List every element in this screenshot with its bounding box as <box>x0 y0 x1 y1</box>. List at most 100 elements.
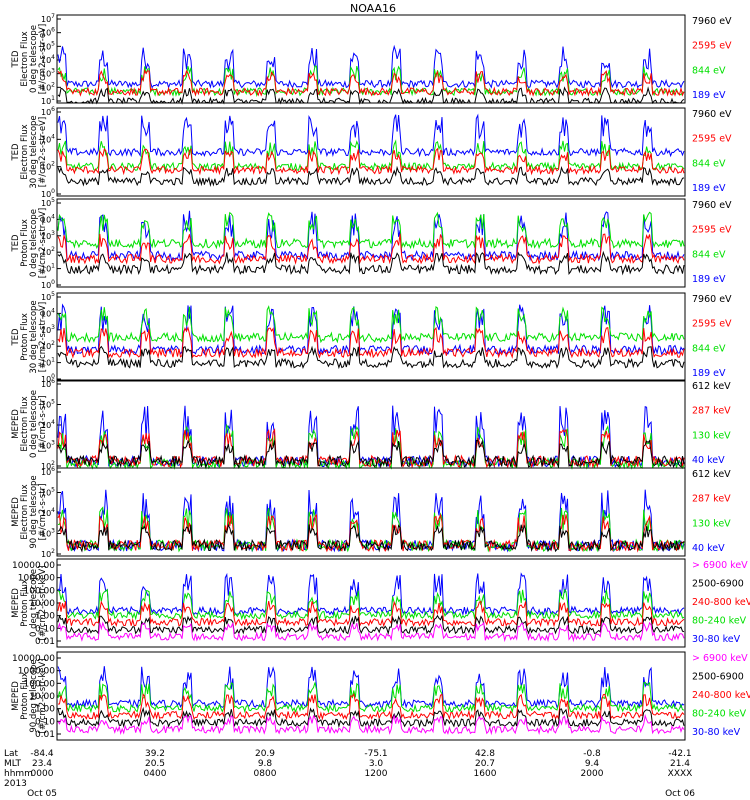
y-tick-label: 104 <box>41 133 55 144</box>
legend-entry: 287 keV <box>692 494 731 505</box>
legend-entry: 240-800 keV <box>692 597 750 608</box>
y-tick-label: 106 <box>41 27 55 38</box>
series-line-7960-ev <box>57 250 685 276</box>
x-tick-mlt: 21.4 <box>670 759 690 769</box>
y-tick-label: 102 <box>41 460 55 471</box>
series-line-240-800-kev <box>57 600 685 628</box>
x-tick-mlt: 23.4 <box>32 759 52 769</box>
panel-frame <box>56 292 686 382</box>
series-line-189-ev <box>57 113 685 158</box>
legend-entry: 844 eV <box>692 343 726 354</box>
y-tick-label: 100 <box>41 188 55 199</box>
y-axis-label: Electron Flux <box>20 31 30 86</box>
x-tick-mlt: 3.0 <box>369 759 384 769</box>
x-tick-lat: -75.1 <box>364 749 387 759</box>
series-line-2595-ev <box>57 68 685 98</box>
series-line--6900-kev <box>57 621 685 643</box>
y-tick-label: 105 <box>41 291 55 302</box>
y-tick-label: 10.00 <box>29 692 55 702</box>
legend-entry: 189 eV <box>692 90 726 101</box>
x-tick-lat: 42.8 <box>475 749 495 759</box>
y-tick-label: 105 <box>41 40 55 51</box>
legend-entry: 2500-6900 <box>692 672 744 683</box>
y-tick-label: 100 <box>41 373 55 384</box>
x-tick-hhmm: 1200 <box>365 769 388 779</box>
y-tick-label: 101 <box>41 263 55 274</box>
series-line-80-240-kev <box>57 588 685 621</box>
x-tick-lat: -84.4 <box>30 749 54 759</box>
y-tick-label: 103 <box>41 68 55 79</box>
y-tick-label: 104 <box>41 419 55 430</box>
series-line--6900-kev <box>57 713 685 736</box>
panel-4: 100 101 102 103 104 105 TED Proton Flux 30 deg t… <box>11 291 732 384</box>
x-tick-mlt: 9.8 <box>258 759 273 769</box>
series-line-844-ev <box>57 211 685 250</box>
legend-entry: 30-80 keV <box>692 634 741 645</box>
x-tick-lat: -0.8 <box>583 749 601 759</box>
y-axis-label: TED <box>11 143 21 162</box>
y-axis-label: [#/cm2-s-str] <box>38 484 48 541</box>
y-tick-label: 10000.00 <box>12 654 55 664</box>
y-axis-label: Electron Flux <box>20 396 30 451</box>
y-axis-label: TED <box>11 50 21 69</box>
panel-frame <box>56 467 686 557</box>
x-tick-mlt: 9.4 <box>585 759 600 769</box>
y-tick-label: 1000.00 <box>18 574 55 584</box>
series-line-7960-ev <box>57 165 685 187</box>
panel-frame <box>56 107 686 197</box>
legend-entry: 2595 eV <box>692 134 732 145</box>
x-row-label: MLT <box>4 759 22 769</box>
y-tick-label: 101 <box>41 357 55 368</box>
legend-entry: 844 eV <box>692 249 726 260</box>
legend-entry: 40 keV <box>692 455 725 466</box>
panel-1: 101 102 103 104 105 106 107 TED Electron Flux 0 d… <box>11 13 732 106</box>
y-axis-label: MEPED <box>11 588 21 618</box>
x-row-label: Lat <box>4 749 19 759</box>
y-tick-label: 100.00 <box>24 586 56 596</box>
y-tick-label: 100.00 <box>24 679 56 689</box>
y-tick-label: 1.00 <box>35 612 55 622</box>
legend-entry: 80-240 keV <box>692 616 747 627</box>
series-line-2595-ev <box>57 233 685 265</box>
legend-entry: > 6900 keV <box>692 560 748 571</box>
series-line-2595-ev <box>57 326 685 359</box>
x-tick-hhmm: XXXX <box>668 769 693 779</box>
y-tick-label: 103 <box>41 440 55 451</box>
y-tick-label: 103 <box>41 324 55 335</box>
y-tick-label: 106 <box>41 378 55 389</box>
y-axis-label: [#/cm2-s-str-eV] <box>38 24 48 94</box>
x-tick-mlt: 20.7 <box>475 759 495 769</box>
y-tick-label: 102 <box>41 161 55 172</box>
y-tick-label: 102 <box>41 81 55 92</box>
series-line-2595-ev <box>57 147 685 176</box>
y-axis-label: Proton Flux <box>20 672 30 720</box>
y-axis-label: 0 deg telescope <box>29 25 39 93</box>
series-line-80-240-kev <box>57 681 685 714</box>
x-tick-lat: 20.9 <box>255 749 275 759</box>
y-tick-label: 105 <box>41 197 55 208</box>
x-tick-hhmm: 1600 <box>474 769 497 779</box>
panel-7: 10000.00 1000.00 100.00 10.00 1.00 0.10 0.01 ME… <box>11 558 750 648</box>
y-tick-label: 104 <box>41 307 55 318</box>
series-line-612-kev <box>57 439 685 469</box>
y-axis-label: 30 deg telescope <box>29 300 39 373</box>
y-tick-label: 0.10 <box>35 717 55 727</box>
panel-frame <box>56 198 686 288</box>
y-tick-label: 1.00 <box>35 705 55 715</box>
legend-entry: 612 keV <box>692 381 731 392</box>
x-tick-hhmm: 2000 <box>581 769 604 779</box>
series-line-7960-ev <box>57 345 685 370</box>
y-tick-label: 0.01 <box>35 637 55 647</box>
x-tick-date: Oct 06 <box>665 789 695 799</box>
panel-6: 102 103 104 105 106 MEPED Electron Flux 90 deg … <box>11 466 731 559</box>
y-axis-label: [#/cm2-s-str-keV] <box>38 659 48 734</box>
legend-entry: 189 eV <box>692 368 726 379</box>
legend-entry: 40 keV <box>692 543 725 554</box>
legend-entry: > 6900 keV <box>692 653 748 664</box>
y-axis-label: [#/cm2-s-str-eV] <box>38 117 48 187</box>
series-line-189-ev <box>57 303 685 356</box>
panel-3: 100 101 102 103 104 105 TED Proton Flux 0 deg te… <box>11 197 732 290</box>
x-row-label: hhmm <box>4 769 33 779</box>
